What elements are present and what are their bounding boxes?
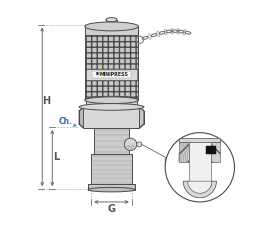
Ellipse shape: [106, 18, 117, 22]
Ellipse shape: [79, 104, 144, 110]
Bar: [86, 99, 137, 108]
Circle shape: [124, 138, 137, 151]
Ellipse shape: [85, 22, 138, 31]
Ellipse shape: [86, 96, 137, 102]
Wedge shape: [188, 181, 212, 193]
Text: Ch.: Ch.: [59, 117, 73, 126]
Text: G: G: [107, 204, 116, 214]
Ellipse shape: [85, 97, 138, 104]
Text: MINIPRESS: MINIPRESS: [99, 72, 128, 77]
Bar: [92, 154, 132, 185]
Bar: [86, 69, 137, 80]
Bar: [88, 184, 135, 190]
Text: H: H: [43, 96, 51, 106]
Text: L: L: [54, 152, 60, 162]
Bar: [189, 142, 211, 185]
Bar: [92, 71, 131, 78]
Polygon shape: [79, 107, 84, 128]
Ellipse shape: [88, 187, 135, 192]
Bar: [94, 127, 129, 155]
Circle shape: [137, 142, 142, 147]
Bar: [85, 26, 138, 35]
Bar: [85, 26, 138, 100]
Bar: [206, 146, 216, 154]
Bar: [84, 107, 140, 128]
Bar: [211, 142, 220, 162]
Bar: [106, 20, 117, 24]
Ellipse shape: [106, 22, 117, 26]
Wedge shape: [183, 181, 217, 198]
Bar: [180, 142, 189, 162]
Text: ■: ■: [97, 72, 101, 76]
Bar: [180, 138, 220, 142]
Circle shape: [165, 133, 235, 202]
Text: ■: ■: [95, 72, 99, 76]
Polygon shape: [140, 107, 144, 128]
